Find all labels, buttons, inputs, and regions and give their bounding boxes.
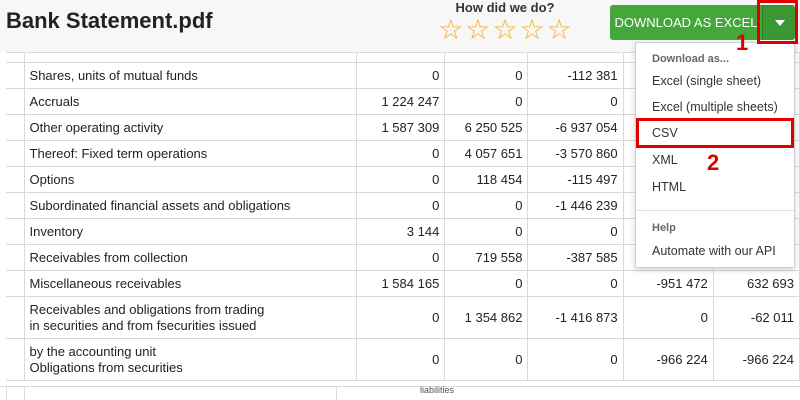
cell-value: 0 bbox=[444, 62, 529, 89]
download-as-excel-button[interactable]: DOWNLOAD AS EXCEL bbox=[610, 5, 762, 40]
cell-value: -115 497 bbox=[527, 166, 624, 193]
cell-value: 118 454 bbox=[444, 166, 529, 193]
cell-value: -966 224 bbox=[622, 338, 714, 381]
cell-value: -6 937 054 bbox=[527, 114, 624, 141]
row-gutter bbox=[6, 62, 25, 89]
cell-value: 0 bbox=[356, 140, 446, 167]
cell-value: 0 bbox=[356, 296, 446, 339]
star-icon[interactable]: ☆ bbox=[519, 14, 545, 45]
row-gutter bbox=[6, 192, 25, 219]
cell-value: -112 381 bbox=[527, 62, 624, 89]
cut-text: liabilities bbox=[420, 385, 455, 395]
row-gutter bbox=[6, 338, 25, 381]
document-title: Bank Statement.pdf bbox=[6, 8, 213, 33]
cell-value: 0 bbox=[356, 166, 446, 193]
cell-value: 0 bbox=[527, 88, 624, 115]
table-row: Miscellaneous receivables 1 584 165 0 0 -951… bbox=[6, 270, 800, 297]
row-gutter bbox=[6, 296, 25, 339]
row-label: Inventory bbox=[23, 218, 358, 245]
row-label: Miscellaneous receivables bbox=[23, 270, 358, 297]
cell-value: 1 584 165 bbox=[356, 270, 446, 297]
cell-value: -966 224 bbox=[712, 338, 800, 381]
download-options-toggle[interactable] bbox=[762, 5, 795, 40]
row-label: Thereof: Fixed term operations bbox=[23, 140, 358, 167]
rating-label: How did we do? bbox=[455, 0, 555, 15]
row-label: Shares, units of mutual funds bbox=[23, 62, 358, 89]
cell-value: -951 472 bbox=[622, 270, 714, 297]
star-icon[interactable]: ☆ bbox=[465, 14, 491, 45]
download-dropdown-menu: Download as... Excel (single sheet) Exce… bbox=[635, 42, 795, 268]
cell-value: 0 bbox=[527, 338, 624, 381]
row-label: Accruals bbox=[23, 88, 358, 115]
cell-value: 0 bbox=[356, 62, 446, 89]
cell-value: -3 570 860 bbox=[527, 140, 624, 167]
row-gutter bbox=[6, 218, 25, 245]
cell-value: -1 416 873 bbox=[527, 296, 624, 339]
table-row: by the accounting unit Obligations from s… bbox=[6, 338, 800, 381]
cell-value: 0 bbox=[356, 192, 446, 219]
row-label: Receivables from collection bbox=[23, 244, 358, 271]
cell-value: 719 558 bbox=[444, 244, 529, 271]
cell-value: -387 585 bbox=[527, 244, 624, 271]
dropdown-header: Download as... bbox=[652, 53, 730, 65]
cell-value: 0 bbox=[527, 270, 624, 297]
cell-value: 0 bbox=[444, 218, 529, 245]
cell-value: 0 bbox=[356, 338, 446, 381]
cell-value: 0 bbox=[444, 192, 529, 219]
annotation-number-2: 2 bbox=[707, 150, 720, 175]
rating-stars: ☆ ☆ ☆ ☆ ☆ bbox=[430, 16, 580, 44]
cell-value: -62 011 bbox=[712, 296, 800, 339]
star-icon[interactable]: ☆ bbox=[546, 14, 572, 45]
menu-item-html[interactable]: HTML bbox=[652, 180, 687, 194]
app-header: Bank Statement.pdf How did we do? ☆ ☆ ☆ … bbox=[0, 0, 800, 52]
menu-item-api[interactable]: Automate with our API bbox=[652, 244, 776, 258]
cell-value: 0 bbox=[356, 244, 446, 271]
cell-value: 632 693 bbox=[712, 270, 800, 297]
menu-item-xml[interactable]: XML bbox=[652, 153, 678, 167]
row-gutter bbox=[6, 166, 25, 193]
cell-value: 0 bbox=[444, 338, 529, 381]
cell-value: 0 bbox=[444, 88, 529, 115]
row-gutter bbox=[6, 88, 25, 115]
cell-value: 0 bbox=[622, 296, 714, 339]
row-label: Receivables and obligations from trading… bbox=[23, 296, 358, 339]
row-gutter bbox=[6, 140, 25, 167]
row-gutter bbox=[6, 114, 25, 141]
row-label: Other operating activity bbox=[23, 114, 358, 141]
table-next-row: liabilities bbox=[0, 385, 800, 400]
menu-item-excel-single[interactable]: Excel (single sheet) bbox=[652, 74, 762, 88]
cell-value: 6 250 525 bbox=[444, 114, 529, 141]
cell-value: 3 144 bbox=[356, 218, 446, 245]
star-icon[interactable]: ☆ bbox=[492, 14, 518, 45]
cell-value: -1 446 239 bbox=[527, 192, 624, 219]
cell-value: 4 057 651 bbox=[444, 140, 529, 167]
cell-value: 0 bbox=[527, 218, 624, 245]
menu-item-excel-multiple[interactable]: Excel (multiple sheets) bbox=[652, 100, 778, 114]
menu-divider bbox=[636, 210, 794, 211]
dropdown-help-header: Help bbox=[652, 222, 676, 234]
annotation-number-1: 1 bbox=[736, 30, 749, 55]
cell-value: 0 bbox=[444, 270, 529, 297]
star-icon[interactable]: ☆ bbox=[438, 14, 464, 45]
cell-value: 1 224 247 bbox=[356, 88, 446, 115]
row-label: Subordinated financial assets and obliga… bbox=[23, 192, 358, 219]
cell-value: 1 354 862 bbox=[444, 296, 529, 339]
menu-item-csv[interactable]: CSV bbox=[652, 126, 678, 140]
row-label: Options bbox=[23, 166, 358, 193]
table-row: Receivables and obligations from trading… bbox=[6, 296, 800, 339]
row-gutter bbox=[6, 244, 25, 271]
row-gutter bbox=[6, 270, 25, 297]
cell-value: 1 587 309 bbox=[356, 114, 446, 141]
rating-widget: How did we do? ☆ ☆ ☆ ☆ ☆ bbox=[430, 0, 580, 44]
row-label: by the accounting unit Obligations from s… bbox=[23, 338, 358, 381]
caret-down-icon bbox=[775, 20, 785, 26]
